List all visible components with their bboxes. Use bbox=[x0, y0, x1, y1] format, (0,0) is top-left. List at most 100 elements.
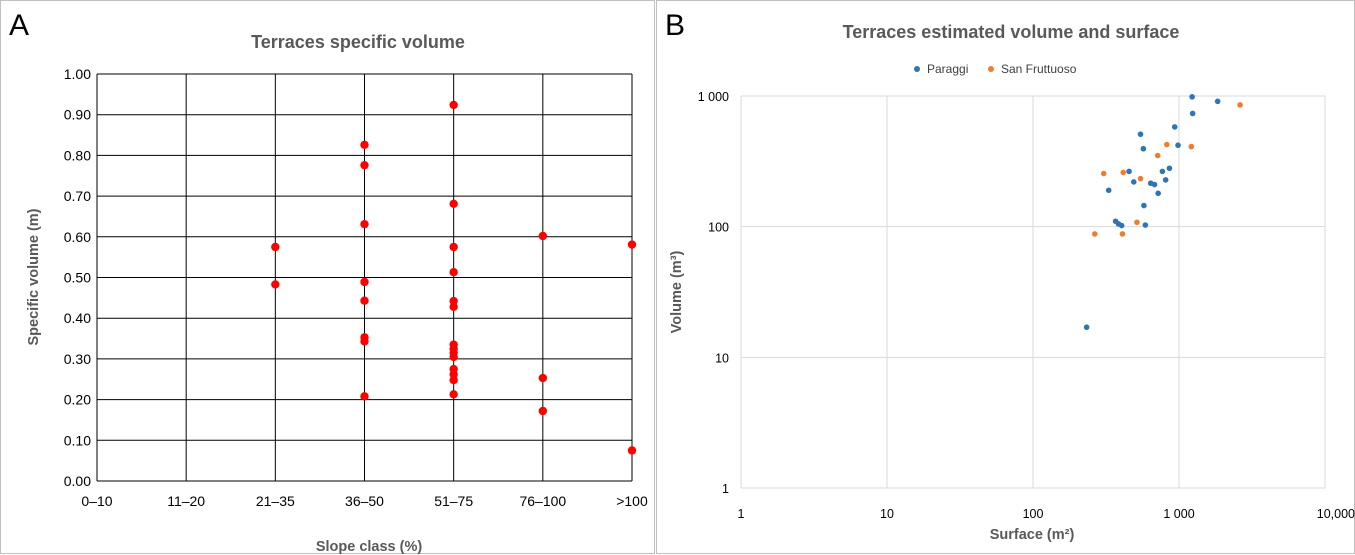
legend-label-san-fruttuoso: San Fruttuoso bbox=[1001, 62, 1077, 76]
data-point bbox=[360, 296, 369, 305]
data-point-paraggi bbox=[1189, 94, 1195, 100]
y-tick-label: 0.60 bbox=[64, 229, 91, 245]
data-point bbox=[360, 140, 369, 150]
data-point-paraggi bbox=[1155, 190, 1161, 197]
data-point-paraggi bbox=[1151, 181, 1158, 188]
data-point bbox=[360, 219, 369, 229]
data-point bbox=[271, 242, 280, 252]
data-point-paraggi bbox=[1189, 110, 1196, 117]
volume-surface-chart: B Terraces estimated volume and surface … bbox=[665, 9, 1355, 543]
x-tick-label: >100 bbox=[616, 493, 648, 509]
x-tick-label: 1 bbox=[738, 507, 745, 521]
x-tick-label: 10,000 bbox=[1317, 507, 1355, 521]
data-point bbox=[538, 373, 548, 383]
data-point bbox=[360, 277, 369, 287]
data-point-paraggi bbox=[1166, 165, 1173, 172]
data-point-paraggi bbox=[1142, 222, 1149, 228]
x-tick-label: 100 bbox=[1023, 507, 1044, 521]
data-point bbox=[271, 280, 280, 289]
grid-a bbox=[96, 73, 633, 482]
panel-letter-b: B bbox=[665, 9, 685, 42]
specific-volume-chart: A Terraces specific volume Specific volu… bbox=[9, 9, 648, 555]
data-point-paraggi bbox=[1159, 168, 1166, 175]
data-point bbox=[449, 199, 458, 209]
data-point-san-fruttuoso bbox=[1091, 231, 1098, 237]
legend-b: Paraggi San Fruttuoso bbox=[914, 62, 1077, 76]
y-tick-label: 0.80 bbox=[64, 147, 91, 163]
data-point-paraggi bbox=[1140, 145, 1147, 152]
data-points-a bbox=[271, 100, 637, 455]
x-axis-title-b: Surface (m²) bbox=[990, 527, 1075, 543]
y-tick-label: 0.20 bbox=[64, 392, 91, 408]
y-tick-label: 0.50 bbox=[64, 270, 91, 286]
y-tick-labels-b: 1 10 100 1 000 bbox=[698, 90, 729, 496]
data-point-paraggi bbox=[1171, 124, 1178, 130]
data-point-paraggi bbox=[1214, 98, 1221, 105]
y-tick-label: 0.90 bbox=[64, 107, 91, 123]
y-axis-title-b: Volume (m³) bbox=[669, 250, 685, 333]
data-point-san-fruttuoso bbox=[1164, 141, 1170, 148]
data-point-paraggi bbox=[1118, 222, 1125, 229]
data-point bbox=[538, 406, 548, 416]
x-tick-label: 0–10 bbox=[81, 493, 112, 509]
data-point-paraggi bbox=[1126, 168, 1132, 175]
legend-label-paraggi: Paraggi bbox=[927, 62, 968, 76]
data-point-san-fruttuoso bbox=[1154, 152, 1161, 159]
data-point bbox=[360, 160, 369, 170]
data-point-paraggi bbox=[1083, 324, 1090, 331]
data-point-san-fruttuoso bbox=[1237, 102, 1243, 108]
data-point bbox=[360, 392, 369, 401]
data-point-san-fruttuoso bbox=[1134, 219, 1140, 226]
y-tick-label: 1 bbox=[722, 482, 729, 496]
chart-title-b: Terraces estimated volume and surface bbox=[843, 22, 1180, 42]
data-point-paraggi bbox=[1175, 142, 1181, 149]
y-tick-label: 0.10 bbox=[64, 432, 91, 448]
x-tick-labels-a: 0–10 11–20 21–35 36–50 51–75 76–100 >100 bbox=[81, 493, 648, 509]
legend-marker-san-fruttuoso bbox=[988, 66, 994, 72]
data-point-san-fruttuoso bbox=[1100, 170, 1107, 177]
x-axis-title-a: Slope class (%) bbox=[316, 539, 423, 555]
x-tick-label: 21–35 bbox=[256, 493, 295, 509]
data-point bbox=[449, 390, 458, 399]
y-tick-label: 10 bbox=[715, 351, 729, 365]
y-tick-label: 0.30 bbox=[64, 351, 91, 367]
data-point bbox=[449, 100, 458, 110]
data-point bbox=[538, 231, 548, 241]
data-point-san-fruttuoso bbox=[1119, 231, 1126, 237]
data-points-b bbox=[1083, 94, 1243, 331]
chart-title-a: Terraces specific volume bbox=[251, 32, 465, 52]
chart-panel-b: B Terraces estimated volume and surface … bbox=[656, 0, 1355, 554]
x-tick-label: 36–50 bbox=[345, 493, 384, 509]
panel-letter-a: A bbox=[9, 9, 29, 42]
data-point-paraggi bbox=[1137, 131, 1144, 138]
data-point-paraggi bbox=[1141, 202, 1147, 209]
y-tick-label: 0.00 bbox=[64, 473, 91, 489]
data-point bbox=[449, 352, 458, 362]
y-tick-labels-a: 0.00 0.10 0.20 0.30 0.40 0.50 0.60 0.70 0.80 0.90… bbox=[64, 66, 91, 489]
data-point-paraggi bbox=[1162, 177, 1169, 183]
data-point-paraggi bbox=[1105, 187, 1112, 194]
data-point bbox=[627, 446, 637, 455]
data-point-san-fruttuoso bbox=[1137, 175, 1144, 182]
data-point bbox=[360, 337, 369, 346]
data-point bbox=[449, 302, 458, 312]
x-tick-label: 10 bbox=[880, 507, 894, 521]
data-point-paraggi bbox=[1130, 179, 1137, 185]
y-tick-label: 0.40 bbox=[64, 310, 91, 326]
y-axis-title-a: Specific volume (m) bbox=[26, 208, 42, 345]
x-tick-label: 11–20 bbox=[167, 493, 205, 509]
data-point-san-fruttuoso bbox=[1120, 169, 1127, 176]
chart-panel-a: A Terraces specific volume Specific volu… bbox=[0, 0, 655, 555]
data-point bbox=[627, 240, 637, 249]
data-point-san-fruttuoso bbox=[1188, 143, 1195, 150]
data-point bbox=[449, 242, 458, 252]
x-tick-labels-b: 1 10 100 1 000 10,000 bbox=[738, 507, 1355, 521]
data-point bbox=[449, 268, 458, 277]
grid-b bbox=[740, 95, 1326, 489]
data-point bbox=[449, 375, 458, 385]
legend-marker-paraggi bbox=[914, 66, 920, 72]
x-tick-label: 1 000 bbox=[1163, 507, 1194, 521]
y-tick-label: 1 000 bbox=[698, 90, 729, 104]
y-tick-label: 100 bbox=[708, 221, 729, 235]
x-tick-label: 51–75 bbox=[434, 493, 473, 509]
